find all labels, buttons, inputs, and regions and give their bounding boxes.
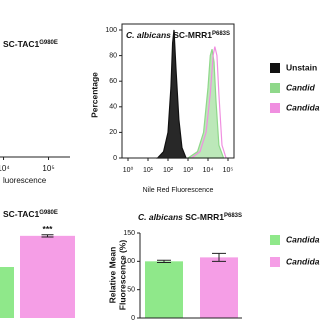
y-tick-label: 100	[123, 258, 135, 265]
panel-title: C. albicans SC-MRR1P683S	[138, 212, 242, 222]
bar	[20, 235, 75, 318]
y-tick-label: 0	[113, 155, 117, 162]
plot-frame	[121, 23, 235, 159]
title-text: C. albicans	[138, 212, 183, 222]
error-bar	[157, 259, 171, 263]
legend-swatch	[270, 257, 280, 267]
y-tick-label: 150	[123, 230, 135, 237]
title-superscript: P683S	[212, 31, 230, 37]
legend-label: Candid	[286, 82, 316, 92]
y-tick-label: 80	[109, 52, 117, 59]
legend-swatch	[270, 235, 280, 245]
x-tick-label: 10¹	[143, 167, 154, 174]
title-superscript: P683S	[224, 213, 242, 219]
panel-title: SC-TAC1G980E	[3, 209, 58, 219]
y-tick-label: 100	[105, 27, 117, 34]
y-axis-label: Percentage	[89, 72, 99, 118]
y-tick-label: 20	[109, 129, 117, 136]
error-bar	[212, 252, 226, 262]
bar	[200, 257, 238, 318]
x-axis-label: Nile Red Fluorescence	[143, 187, 214, 194]
panel-title: C. albicans SC-MRR1P683S	[126, 30, 230, 40]
y-axis-label: Fluorescence (%)	[117, 240, 127, 311]
title-text: SC-TAC1	[3, 209, 39, 219]
x-tick-label: 10²	[163, 167, 174, 174]
x-tick-label: 10⁵	[223, 167, 234, 174]
annotation: ***	[43, 224, 54, 234]
y-tick-label: 60	[109, 78, 117, 85]
y-tick-label: 50	[127, 287, 135, 294]
legend-label: Unstain	[286, 62, 317, 72]
y-tick-label: 0	[131, 315, 135, 320]
x-tick-label: 10⁵	[42, 164, 54, 173]
legend-label: Candida	[286, 256, 320, 266]
x-tick-label: 10⁴	[0, 164, 10, 173]
title-text: C. albicans	[126, 30, 171, 40]
legend-label: Candida	[286, 102, 320, 112]
y-tick-label: 40	[109, 104, 117, 111]
title-superscript: G980E	[39, 210, 58, 216]
histogram-curve	[191, 46, 227, 159]
title-superscript: G980E	[39, 40, 58, 46]
title-text: SC-TAC1	[3, 39, 39, 49]
legend-label: Candida	[286, 234, 320, 244]
panel-title: SC-TAC1G980E	[3, 39, 58, 49]
title-text: SC-MRR1	[185, 212, 224, 222]
x-tick-label: 10⁰	[123, 166, 134, 174]
histogram-curve	[186, 49, 225, 159]
error-bar	[41, 234, 54, 238]
x-tick-label: 10³	[183, 167, 194, 174]
histogram-curve	[156, 29, 187, 159]
bar	[0, 267, 14, 318]
legend-swatch	[270, 63, 280, 73]
x-axis-label: luorescence	[3, 176, 47, 185]
bar	[145, 261, 183, 318]
legend-swatch	[270, 103, 280, 113]
title-text: SC-MRR1	[173, 30, 212, 40]
x-tick-label: 10⁴	[203, 167, 214, 174]
legend-swatch	[270, 83, 280, 93]
y-axis-label: Relative Mean	[107, 247, 117, 304]
